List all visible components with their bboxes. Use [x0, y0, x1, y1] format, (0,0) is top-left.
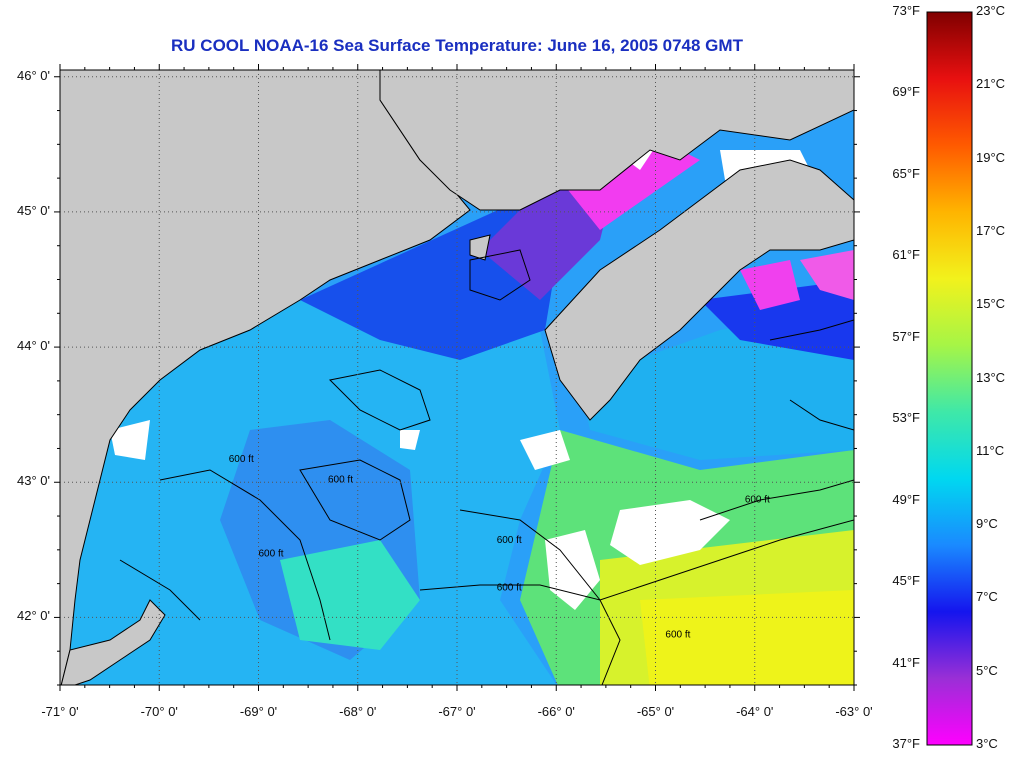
lat-label: 43° 0': [17, 473, 50, 489]
colorbar-celsius-label: 13°C: [976, 369, 1006, 385]
lon-label: -64° 0': [736, 704, 774, 719]
lat-label: 44° 0': [17, 338, 50, 354]
contour-labels: 600 ft 600 ft 600 ft 600 ft 600 ft 600 ft 600 …: [229, 454, 770, 641]
contour-label: 600 ft: [497, 535, 522, 546]
colorbar-fahrenheit-label: 49°F: [892, 491, 920, 507]
land-mask: [60, 70, 854, 685]
colorbar-fahrenheit-label: 57°F: [892, 328, 920, 344]
colorbar-celsius-label: 7°C: [976, 589, 998, 605]
bathymetry-contours: [119, 249, 854, 685]
colorbar: [926, 11, 973, 746]
colorbar-celsius-label: 15°C: [976, 296, 1006, 312]
land-cape-cod: [60, 599, 166, 685]
colorbar-celsius-label: 17°C: [976, 222, 1006, 238]
contour-label: 600 ft: [497, 582, 522, 593]
colorbar-fahrenheit-label: 73°F: [892, 3, 920, 18]
lon-label: -65° 0': [636, 704, 675, 719]
contour-label: 600 ft: [328, 474, 353, 485]
colorbar-celsius-label: 11°C: [976, 442, 1005, 458]
contour-label: 600 ft: [745, 495, 770, 506]
colorbar-fahrenheit-label: 53°F: [892, 410, 920, 426]
colorbar-celsius-label: 23°C: [976, 3, 1006, 18]
colorbar-fahrenheit-label: 37°F: [892, 736, 920, 751]
colorbar-fahrenheit-label: 45°F: [892, 573, 920, 589]
lon-label: -67° 0': [438, 704, 476, 719]
contour-label: 600 ft: [665, 630, 690, 641]
colorbar-fahrenheit-label: 61°F: [892, 247, 920, 263]
contour-label: 600 ft: [229, 454, 254, 465]
lon-label: -68° 0': [339, 704, 377, 719]
colorbar-celsius-label: 5°C: [976, 662, 998, 678]
colorbar-fahrenheit-label: 69°F: [892, 84, 920, 100]
land-grand-manan: [469, 234, 491, 261]
colorbar-celsius-label: 21°C: [976, 76, 1006, 92]
lon-label: -63° 0': [835, 704, 873, 719]
land-nova-scotia: [544, 159, 854, 421]
lat-label: 46° 0': [17, 67, 50, 83]
lat-label: 45° 0': [17, 202, 50, 218]
colorbar-fahrenheit-label: 41°F: [892, 654, 920, 670]
sst-field: [60, 140, 854, 685]
lon-label: -66° 0': [537, 704, 575, 719]
lon-label: -71° 0': [41, 704, 79, 719]
colorbar-celsius-label: 9°C: [976, 516, 998, 532]
lon-label: -69° 0': [239, 704, 278, 719]
chart-title: RU COOL NOAA-16 Sea Surface Temperature:…: [171, 36, 743, 55]
contour-label: 600 ft: [259, 549, 284, 560]
colorbar-celsius-label: 3°C: [976, 736, 998, 751]
colorbar-celsius-label: 19°C: [976, 149, 1006, 165]
graticule: [60, 70, 854, 685]
lon-label: -70° 0': [140, 704, 178, 719]
lat-label: 42° 0': [17, 608, 50, 624]
colorbar-fahrenheit-label: 65°F: [892, 165, 920, 181]
frame-ticks: [54, 64, 860, 691]
land-new-brunswick: [379, 70, 854, 211]
